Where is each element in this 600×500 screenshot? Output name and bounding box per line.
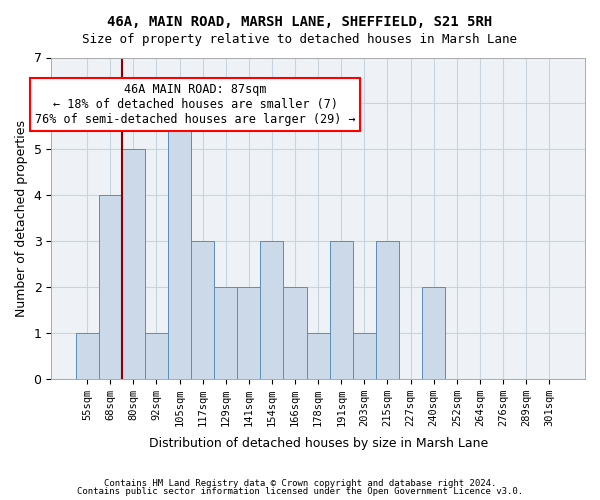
- Y-axis label: Number of detached properties: Number of detached properties: [15, 120, 28, 316]
- Bar: [122, 150, 145, 378]
- Text: Contains public sector information licensed under the Open Government Licence v3: Contains public sector information licen…: [77, 487, 523, 496]
- Bar: [98, 195, 122, 378]
- Bar: [168, 104, 191, 378]
- Bar: [76, 333, 98, 378]
- Bar: [329, 241, 353, 378]
- Text: Contains HM Land Registry data © Crown copyright and database right 2024.: Contains HM Land Registry data © Crown c…: [104, 478, 496, 488]
- Bar: [145, 333, 168, 378]
- Text: 46A, MAIN ROAD, MARSH LANE, SHEFFIELD, S21 5RH: 46A, MAIN ROAD, MARSH LANE, SHEFFIELD, S…: [107, 15, 493, 29]
- Bar: [422, 287, 445, 378]
- Bar: [191, 241, 214, 378]
- X-axis label: Distribution of detached houses by size in Marsh Lane: Distribution of detached houses by size …: [149, 437, 488, 450]
- Bar: [376, 241, 399, 378]
- Bar: [214, 287, 237, 378]
- Text: 46A MAIN ROAD: 87sqm
← 18% of detached houses are smaller (7)
76% of semi-detach: 46A MAIN ROAD: 87sqm ← 18% of detached h…: [35, 83, 356, 126]
- Bar: [260, 241, 283, 378]
- Bar: [307, 333, 329, 378]
- Bar: [237, 287, 260, 378]
- Bar: [353, 333, 376, 378]
- Text: Size of property relative to detached houses in Marsh Lane: Size of property relative to detached ho…: [83, 32, 517, 46]
- Bar: [283, 287, 307, 378]
